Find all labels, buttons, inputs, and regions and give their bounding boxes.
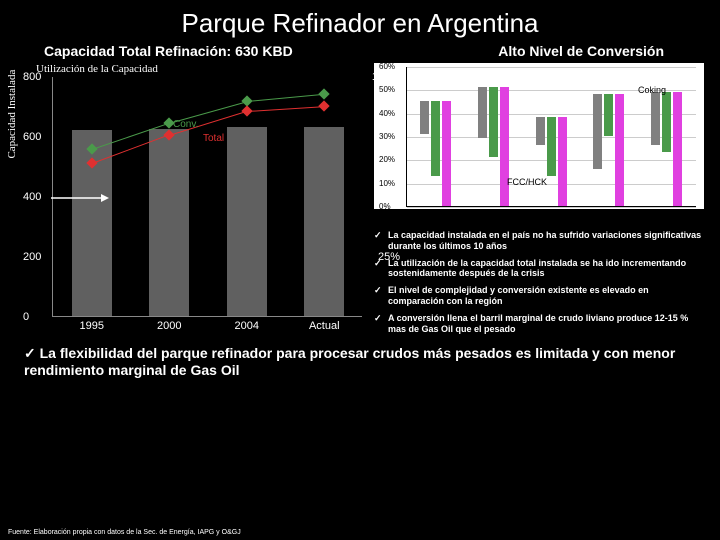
c2-y-tick: 20% (379, 155, 395, 164)
c2-x-tick: Chile (542, 209, 560, 218)
x-tick: 2000 (157, 320, 181, 332)
c2-bar (558, 117, 567, 206)
c2-bar (547, 117, 556, 175)
bullet-item: La utilización de la capacidad total ins… (374, 255, 704, 283)
line-marker (319, 100, 330, 111)
conversion-chart: 0%10%20%30%40%50%60%ArgentinaBrasilChile… (374, 63, 704, 209)
bullet-item: A conversión llena el barril marginal de… (374, 310, 704, 338)
c2-x-tick: SA (662, 209, 673, 218)
capacity-chart: Capacidad Instalada 020040060080025%50%7… (16, 77, 366, 317)
x-tick: 2004 (235, 320, 259, 332)
c2-bar-group (651, 92, 682, 206)
c2-bar-group (420, 101, 451, 206)
y-axis-label: Capacidad Instalada (6, 70, 18, 159)
c2-y-tick: 60% (379, 62, 395, 71)
capacity-bar (149, 129, 189, 317)
conv-legend: Conv. (173, 119, 198, 130)
fcc-legend: FCC/HCK (507, 177, 547, 187)
c2-y-tick: 10% (379, 179, 395, 188)
footer-conclusion: La flexibilidad del parque refinador par… (0, 337, 720, 378)
c2-bar (604, 94, 613, 136)
coking-legend: Coking (638, 85, 666, 95)
c2-bar (442, 101, 451, 206)
trend-line (247, 106, 325, 112)
c2-x-tick: Brasil (484, 209, 504, 218)
y-tick: 400 (23, 191, 41, 203)
c2-bar (615, 94, 624, 206)
x-tick: 1995 (80, 320, 104, 332)
c2-y-tick: 30% (379, 132, 395, 141)
capacity-bar (227, 127, 267, 316)
bullet-list: La capacidad instalada en el país no ha … (374, 227, 704, 337)
r-tick: 100% (372, 71, 400, 83)
trend-line (247, 94, 325, 102)
c2-bar (593, 94, 602, 169)
left-header: Capacidad Total Refinación: 630 KBD (16, 43, 293, 59)
c2-bar (651, 92, 660, 146)
c2-y-tick: 0% (379, 202, 391, 211)
c2-y-tick: 40% (379, 109, 395, 118)
line-marker (319, 88, 330, 99)
source-text: Fuente: Elaboración propia con datos de … (8, 529, 241, 536)
right-header: Alto Nivel de Conversión (498, 43, 704, 59)
y-tick: 0 (23, 311, 29, 323)
c2-bar (420, 101, 429, 134)
left-subtitle: Utilización de la Capacidad (16, 63, 366, 75)
c2-bar (662, 92, 671, 153)
capacity-bar (304, 127, 344, 316)
c2-bar (489, 87, 498, 157)
c2-bar (500, 87, 509, 206)
y-tick: 800 (23, 71, 41, 83)
page-title: Parque Refinador en Argentina (0, 0, 720, 43)
c2-bar-group (536, 117, 567, 206)
c2-bar (478, 87, 487, 138)
c2-x-tick: Venezuela (591, 209, 628, 218)
line-marker (241, 105, 252, 116)
y-tick: 600 (23, 131, 41, 143)
c2-bar-group (478, 87, 509, 206)
c2-y-tick: 50% (379, 85, 395, 94)
bullet-item: El nivel de complejidad y conversión exi… (374, 282, 704, 310)
y-tick: 200 (23, 251, 41, 263)
arrow-icon (51, 190, 111, 200)
c2-bar (431, 101, 440, 176)
x-tick: Actual (309, 320, 340, 332)
c2-x-tick: Argentina (419, 209, 453, 218)
c2-bar-group (593, 94, 624, 206)
c2-bar (536, 117, 545, 145)
total-legend: Total (203, 133, 224, 144)
c2-bar (673, 92, 682, 206)
bullet-item: La capacidad instalada en el país no ha … (374, 227, 704, 255)
